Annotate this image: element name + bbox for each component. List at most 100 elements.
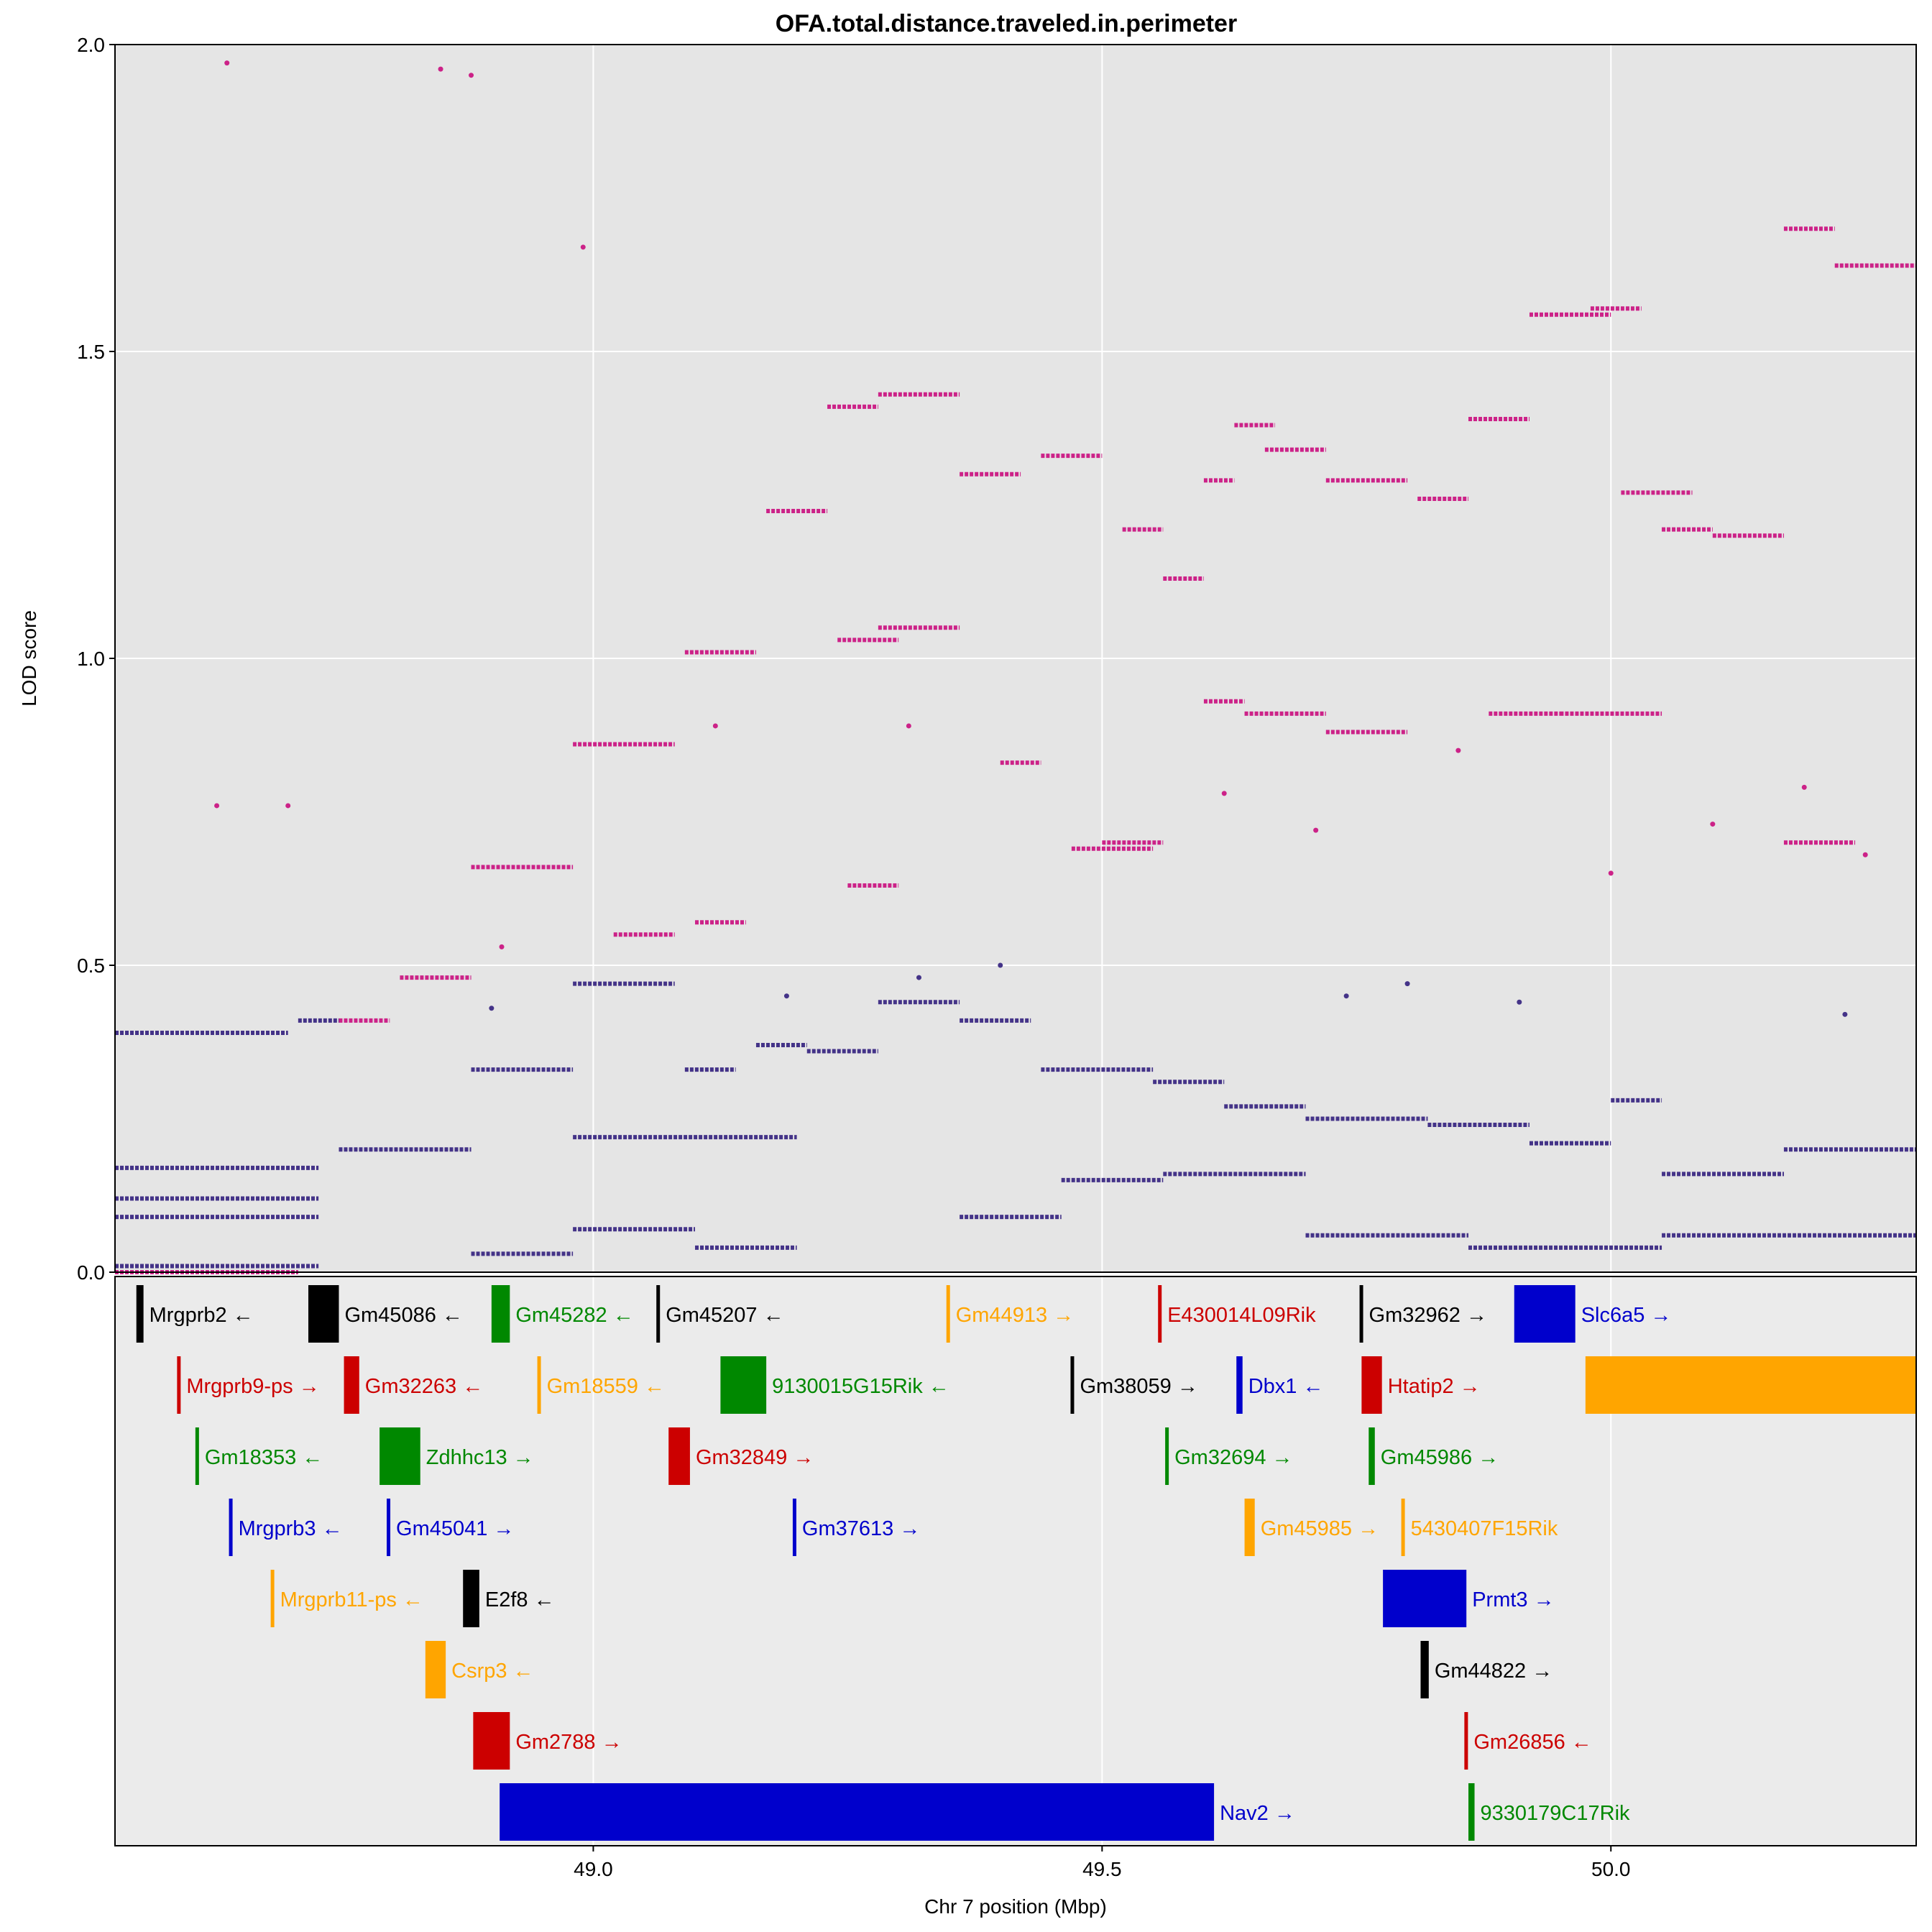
gene-label: Gm45282 ←	[515, 1304, 633, 1327]
lod-point	[285, 803, 291, 809]
y-tick-label: 1.5	[77, 341, 105, 363]
gene-label: Gm45986 →	[1381, 1446, 1499, 1469]
gene-bar	[656, 1285, 661, 1343]
gene-panel-frame	[114, 1276, 1917, 1846]
lod-point	[783, 993, 789, 999]
gene-label: Gm32962 →	[1369, 1304, 1487, 1327]
lod-point	[998, 962, 1003, 968]
gene-bar	[177, 1356, 181, 1414]
gene-bar	[270, 1570, 275, 1627]
gene-bar	[1383, 1570, 1467, 1627]
lod-point	[1801, 784, 1807, 790]
gene-bar	[229, 1499, 233, 1556]
gene-label: Gm32849 →	[696, 1446, 814, 1469]
gene-bar	[425, 1641, 446, 1698]
gene-label: Gm44822 →	[1435, 1660, 1552, 1683]
y-axis-label: LOD score	[18, 610, 40, 707]
gene-label: Gm45207 ←	[666, 1304, 783, 1327]
gene-label: Gm45086 ←	[344, 1304, 462, 1327]
lod-point	[1221, 791, 1227, 796]
gene-label: Prmt3 →	[1472, 1588, 1554, 1611]
lod-point	[712, 723, 718, 729]
gene-bar	[473, 1712, 510, 1770]
lod-point	[1862, 852, 1868, 857]
gene-label: Mrgprb3 ←	[239, 1517, 343, 1540]
gene-bar	[500, 1783, 1215, 1841]
lod-point	[489, 1006, 494, 1011]
gene-label: 9130015G15Rik ←	[772, 1375, 949, 1398]
gene-bar	[1244, 1499, 1255, 1556]
gene-label: Mrgprb11-ps ←	[280, 1588, 423, 1611]
gene-label: Mrgprb2 ←	[150, 1304, 254, 1327]
gene-bar	[1361, 1356, 1382, 1414]
gene-bar	[308, 1285, 339, 1343]
lod-point	[916, 975, 921, 980]
gene-label: E2f8 ←	[485, 1588, 555, 1611]
gene-bar	[195, 1427, 199, 1485]
x-tick-label: 50.0	[1591, 1858, 1631, 1880]
gene-label: Gm26856 ←	[1473, 1731, 1591, 1754]
gene-bar	[1359, 1285, 1363, 1343]
gene-label: Zdhhc13 →	[426, 1446, 534, 1469]
gene-label: Slc6a5 →	[1581, 1304, 1672, 1327]
gene-bar	[136, 1285, 144, 1343]
lod-point	[469, 73, 474, 78]
lod-point	[499, 944, 505, 949]
gene-bar	[1401, 1499, 1405, 1556]
lod-point	[1517, 999, 1522, 1005]
lod-point	[1343, 993, 1349, 999]
gene-bar	[668, 1427, 690, 1485]
gene-label: Gm32694 →	[1174, 1446, 1292, 1469]
lod-point	[580, 244, 586, 250]
gene-label: Gm18559 ←	[547, 1375, 665, 1398]
y-tick-label: 1.0	[77, 648, 105, 670]
gene-bar	[1236, 1356, 1243, 1414]
gene-label: Gm45985 →	[1261, 1517, 1379, 1540]
lod-point	[1455, 748, 1461, 753]
gene-bar	[946, 1285, 950, 1343]
gene-bar	[720, 1356, 767, 1414]
gene-bar	[387, 1499, 391, 1556]
x-tick-label: 49.5	[1082, 1858, 1122, 1880]
y-tick-label: 0.0	[77, 1261, 105, 1284]
gene-label: Gm45041 →	[396, 1517, 514, 1540]
gene-bar	[463, 1570, 479, 1627]
lod-points	[214, 60, 1868, 1017]
gene-bar	[491, 1285, 510, 1343]
gene-bar	[1368, 1427, 1375, 1485]
lod-point	[1404, 981, 1410, 987]
lod-point	[1842, 1011, 1848, 1017]
gene-bar	[344, 1356, 359, 1414]
gene-label: Dbx1 ←	[1248, 1375, 1324, 1398]
gene-label: Nav2 →	[1220, 1802, 1295, 1825]
gene-label: Htatip2 →	[1388, 1375, 1481, 1398]
lod-point	[1608, 870, 1614, 876]
lod-point	[224, 60, 230, 66]
gene-bar	[1514, 1285, 1576, 1343]
gene-label: Gm2788 →	[515, 1731, 622, 1754]
lod-point	[1710, 822, 1716, 827]
chart-title: OFA.total.distance.traveled.in.perimeter	[776, 10, 1237, 37]
gene-label: Mrgprb9-ps →	[186, 1375, 319, 1398]
gene-bar	[1464, 1712, 1468, 1770]
gene-label: Csrp3 ←	[451, 1660, 533, 1683]
x-tick-label: 49.0	[574, 1858, 613, 1880]
gene-label: Gm38059 →	[1080, 1375, 1197, 1398]
y-axis-ticks: 0.0 0.5 1.0 1.5 2.0	[77, 34, 115, 1284]
lod-point	[906, 723, 911, 729]
gene-bar	[1158, 1285, 1162, 1343]
gene-bar	[1585, 1356, 1916, 1414]
lod-point	[1313, 827, 1319, 833]
gene-bar	[1165, 1427, 1169, 1485]
gene-bar	[537, 1356, 541, 1414]
gene-tracks: Mrgprb2 ← Gm45086 ← Gm45282 ← Gm45207 ← Gm44…	[136, 1285, 1916, 1841]
gene-bar	[1420, 1641, 1429, 1698]
gene-bar	[1468, 1783, 1475, 1841]
gene-label: 5430407F15Rik	[1411, 1517, 1558, 1540]
gene-label: E430014L09Rik	[1167, 1304, 1316, 1327]
gene-bar	[1070, 1356, 1075, 1414]
lod-point	[438, 66, 443, 72]
gene-label: 9330179C17Rik	[1481, 1802, 1630, 1825]
gene-label: Gm37613 →	[802, 1517, 920, 1540]
